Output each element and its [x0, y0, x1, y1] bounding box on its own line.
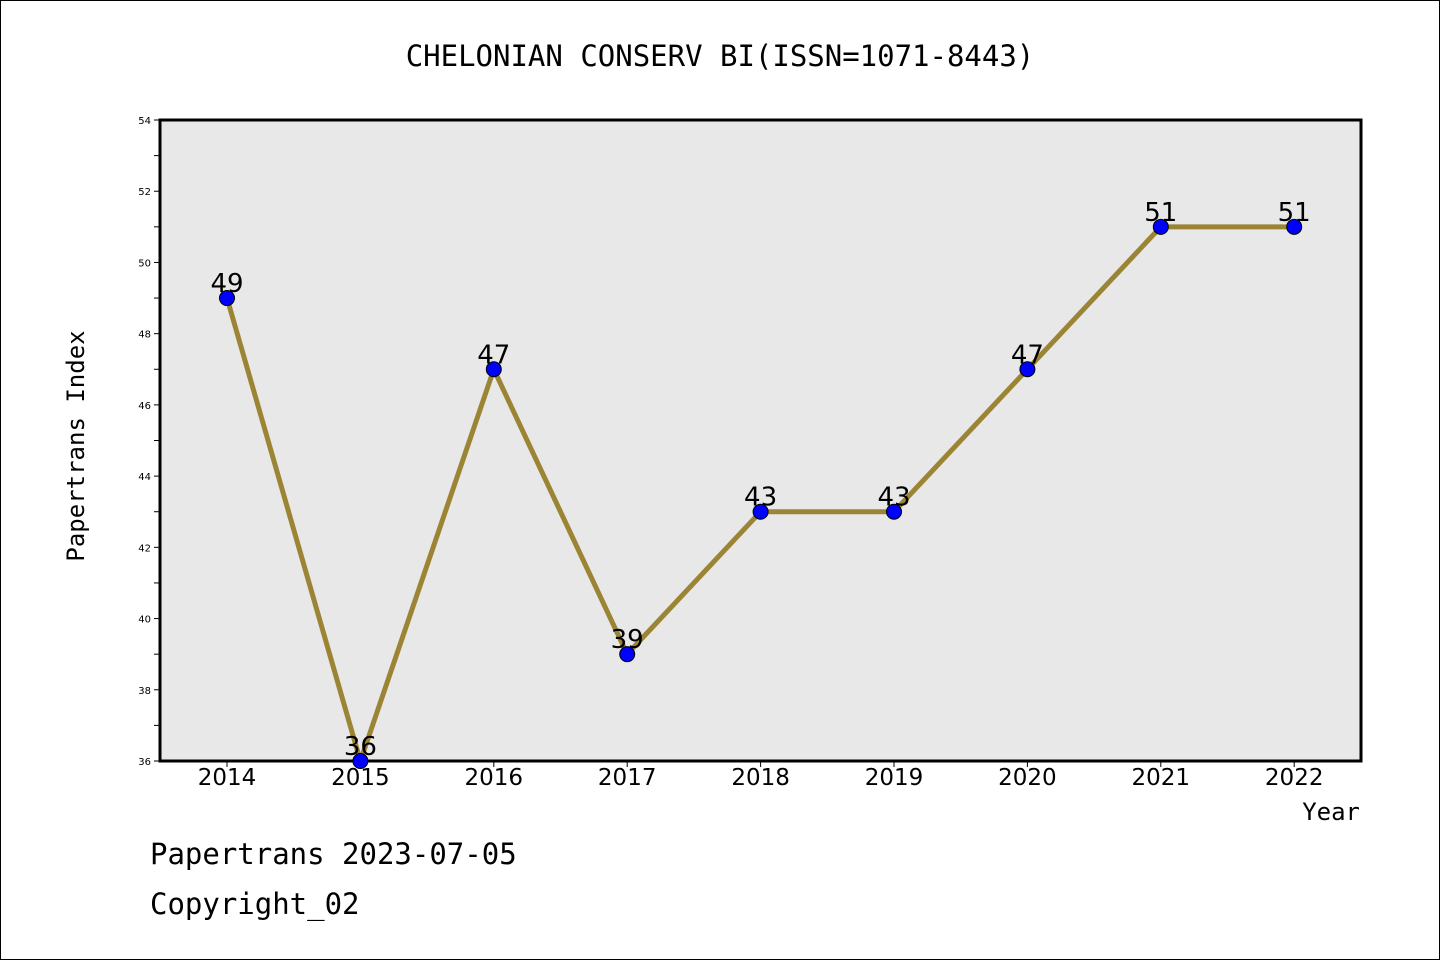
y-tick-label: 38 — [138, 686, 151, 697]
y-tick-label: 50 — [138, 258, 151, 269]
data-point — [1019, 361, 1036, 378]
data-labels: 49 36 47 39 43 43 47 51 51 — [210, 198, 1310, 762]
data-label: 43 — [877, 483, 910, 513]
data-label: 51 — [1144, 198, 1177, 228]
footer-copyright: Copyright_02 — [150, 887, 360, 922]
y-tick-label: 52 — [138, 187, 151, 198]
footer-date: Papertrans 2023-07-05 — [150, 837, 517, 871]
x-axis: 2014 2015 2016 2017 2018 2019 2020 2021 2022 — [198, 761, 1324, 791]
x-tick-label: 2018 — [731, 765, 790, 791]
data-point — [886, 503, 902, 520]
x-tick-label: 2014 — [198, 765, 257, 791]
chart-title: CHELONIAN CONSERV BI(ISSN=1071-8443) — [406, 39, 1035, 73]
x-tick-label: 2015 — [331, 765, 390, 791]
data-point — [352, 753, 369, 769]
x-tick-label: 2017 — [598, 765, 657, 791]
data-label: 39 — [611, 625, 644, 655]
x-tick-label: 2019 — [865, 765, 924, 791]
data-point — [1152, 218, 1169, 235]
data-label: 47 — [477, 340, 510, 370]
y-tick-label: 44 — [138, 472, 151, 483]
y-tick-label: 36 — [138, 757, 151, 768]
data-label: 36 — [344, 732, 377, 762]
data-label: 51 — [1278, 198, 1311, 228]
data-point — [1286, 218, 1303, 235]
data-point — [752, 503, 769, 520]
y-tick-label: 46 — [138, 401, 151, 412]
data-label: 47 — [1011, 340, 1044, 370]
data-point — [619, 646, 636, 663]
data-label: 49 — [210, 269, 243, 299]
data-label: 43 — [744, 483, 777, 513]
y-axis-label: Papertrans Index — [62, 330, 90, 561]
y-tick-label: 48 — [138, 330, 151, 341]
y-axis: 36 38 40 42 44 46 48 50 52 54 — [138, 116, 160, 768]
data-point — [219, 290, 235, 307]
x-tick-label: 2020 — [998, 765, 1057, 791]
x-tick-label: 2016 — [465, 765, 524, 791]
y-tick-label: 54 — [138, 116, 151, 127]
plot-area — [158, 118, 1363, 763]
y-tick-label: 42 — [138, 543, 151, 554]
y-tick-label: 40 — [138, 615, 151, 626]
data-point — [485, 361, 502, 378]
x-tick-label: 2022 — [1265, 765, 1324, 791]
data-points — [219, 218, 1303, 769]
x-axis-label: Year — [1302, 798, 1360, 826]
x-tick-label: 2021 — [1132, 765, 1191, 791]
